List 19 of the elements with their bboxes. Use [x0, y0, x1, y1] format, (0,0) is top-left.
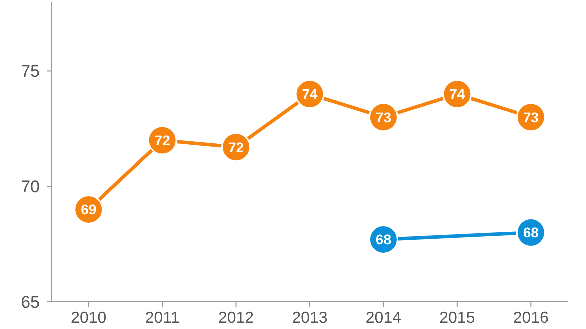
x-tick-label: 2015 [440, 310, 476, 327]
data-label: 72 [154, 132, 171, 148]
x-tick-label: 2014 [366, 310, 402, 327]
data-label: 68 [376, 232, 392, 248]
data-label: 73 [376, 109, 392, 126]
y-tick-label: 70 [21, 178, 40, 197]
x-tick-label: 2011 [145, 310, 180, 327]
data-label: 74 [450, 86, 466, 102]
x-tick-label: 2013 [292, 310, 328, 327]
data-label: 72 [228, 139, 244, 156]
x-tick-label: 2012 [218, 310, 254, 327]
y-tick-label: 65 [21, 292, 40, 312]
data-label: 73 [523, 109, 540, 126]
data-label: 69 [81, 202, 97, 218]
y-tick-label: 75 [21, 62, 40, 82]
x-tick-label: 2010 [71, 310, 107, 327]
data-label: 74 [302, 86, 318, 102]
x-tick-label: 2016 [513, 310, 550, 327]
data-label: 68 [523, 224, 540, 241]
